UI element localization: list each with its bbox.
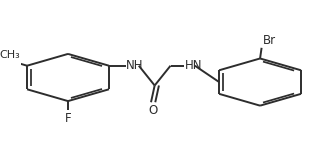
- Text: O: O: [148, 104, 158, 117]
- Text: Br: Br: [263, 34, 276, 47]
- Text: F: F: [65, 112, 71, 125]
- Text: CH₃: CH₃: [0, 50, 20, 60]
- Text: NH: NH: [126, 59, 144, 72]
- Text: HN: HN: [184, 59, 202, 72]
